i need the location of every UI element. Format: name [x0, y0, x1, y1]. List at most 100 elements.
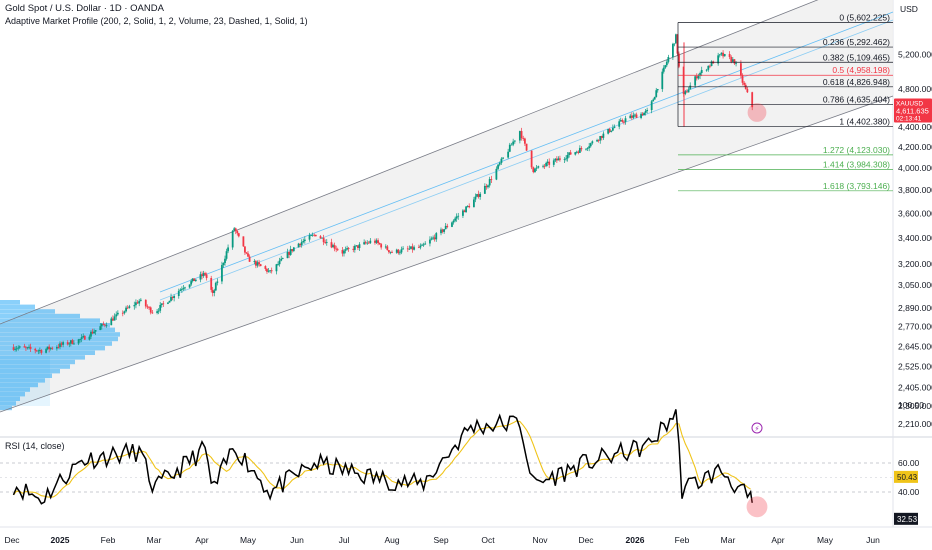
candle-body [735, 63, 737, 65]
candle-body [225, 251, 228, 259]
candle-body [575, 151, 578, 153]
candle-body [148, 307, 150, 309]
candle-body [718, 54, 721, 56]
time-tick-label: Aug [384, 535, 399, 545]
candle-body [552, 160, 555, 165]
candle-body [586, 148, 589, 149]
candle-body [611, 127, 614, 131]
time-tick-label: Feb [101, 535, 116, 545]
candle-body [375, 240, 378, 243]
candle-body [277, 264, 279, 265]
candle-body [167, 302, 169, 304]
price-tick-label: 2,305.000 [898, 401, 932, 411]
candle-body [94, 330, 97, 332]
time-tick-label: Nov [532, 535, 548, 545]
candle-body [568, 152, 571, 155]
candle-body [291, 249, 294, 251]
channel-lower-line [0, 95, 894, 413]
profile-bar [0, 364, 70, 369]
rsi-tick-label: 40.00 [898, 487, 920, 497]
candle-body [270, 270, 273, 272]
candle-body [79, 339, 82, 340]
candle-body [374, 240, 376, 243]
candle-body [731, 59, 734, 62]
candle-body [244, 246, 246, 253]
candle-body [522, 138, 525, 139]
candle-body [537, 166, 540, 168]
candle-body [248, 256, 251, 262]
candle-body [221, 265, 223, 282]
candle-body [275, 264, 278, 272]
time-tick-label: Dec [4, 535, 20, 545]
candle-body [202, 273, 205, 276]
candle-body [599, 136, 602, 141]
candle-body [266, 268, 268, 272]
candle-body [705, 69, 708, 71]
candle-body [408, 248, 411, 250]
candle-body [534, 168, 536, 173]
candle-body [366, 242, 369, 244]
candle-body [585, 148, 587, 150]
candle-body [59, 343, 61, 348]
price-tick-label: 2,210.000 [898, 419, 932, 429]
candle-body [400, 249, 403, 253]
candle-body [588, 146, 591, 149]
candle-body [451, 222, 453, 227]
price-badge [894, 98, 932, 123]
candle-body [245, 252, 248, 254]
rsi-tick-label: 100.00 [898, 400, 924, 410]
candle-body [91, 331, 94, 334]
candle-body [123, 311, 126, 314]
time-tick-label: Mar [721, 535, 736, 545]
candle-body [311, 234, 314, 236]
candle-body [286, 251, 289, 259]
candle-body [388, 250, 390, 253]
candle-body [644, 110, 647, 113]
candle-body [695, 76, 698, 79]
candle-body [308, 235, 311, 240]
profile-bar [0, 327, 115, 332]
candle-body [18, 346, 21, 348]
candle-body [410, 246, 412, 249]
candle-body [105, 325, 108, 326]
candle-body [610, 130, 613, 132]
profile-bar [0, 382, 38, 388]
candle-body [367, 242, 370, 244]
candle-body [193, 278, 196, 282]
time-tick-label: 2026 [626, 535, 645, 545]
candle-body [330, 242, 333, 248]
time-tick-label: 2025 [51, 535, 70, 545]
candle-body [17, 347, 20, 349]
candle-body [77, 339, 80, 344]
candle-body [267, 270, 270, 272]
fib-label-0.618: 0.618 (4,826.948) [823, 77, 890, 87]
candle-body [25, 347, 27, 349]
fib-label-1.272: 1.272 (4,123.030) [823, 145, 890, 155]
candle-body [179, 289, 182, 291]
price-tick-label: 2,890.000 [898, 303, 932, 313]
candle-body [591, 141, 594, 144]
candle-body [589, 143, 592, 147]
candle-body [728, 54, 731, 58]
candle-body [205, 274, 208, 279]
candle-body [446, 225, 449, 227]
rsi-ma-badge [894, 470, 918, 483]
candle-body [171, 296, 174, 298]
time-tick-label: May [817, 535, 834, 545]
candle-body [281, 258, 284, 259]
candle-body [621, 120, 624, 122]
candle-body [204, 273, 206, 275]
price-tick-label: 2,405.000 [898, 382, 932, 392]
candle-body [468, 205, 471, 208]
candle-body [411, 246, 414, 250]
candle-body [513, 140, 516, 142]
candle-body [210, 278, 213, 290]
candle-body [710, 61, 713, 66]
candle-body [335, 248, 338, 250]
candle-body [160, 303, 163, 306]
rsi-ma-badge-value: 50.43 [897, 473, 918, 482]
candle-body [269, 270, 272, 272]
candle-body [99, 326, 102, 331]
candle-body [548, 161, 551, 165]
